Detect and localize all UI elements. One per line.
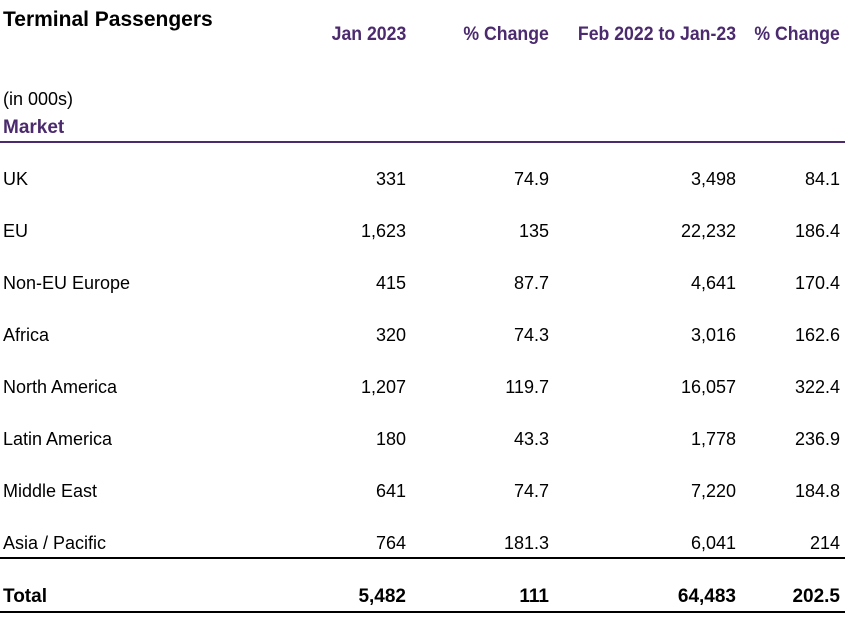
cell-feb-jan: 4,641 (690, 273, 736, 293)
header-divider (0, 141, 845, 143)
table-row: EU 1,623 135 22,232 186.4 (0, 221, 847, 245)
cell-feb-jan: 3,498 (690, 169, 736, 189)
total-feb-jan: 64,483 (677, 586, 736, 607)
table-title: Terminal Passengers (3, 8, 213, 31)
table-row: Latin America 180 43.3 1,778 236.9 (0, 429, 847, 453)
total-change1: 111 (519, 586, 549, 607)
column-header-market: Market (3, 117, 65, 138)
cell-jan2023: 641 (375, 481, 406, 501)
column-header-change-2: % Change (754, 24, 840, 45)
cell-jan2023: 331 (375, 169, 406, 189)
cell-change1: 74.9 (513, 169, 549, 189)
cell-jan2023: 1,207 (360, 377, 406, 397)
column-header-change-1: % Change (463, 24, 549, 45)
cell-feb-jan: 6,041 (690, 533, 736, 553)
cell-market: North America (3, 377, 118, 397)
total-change2: 202.5 (792, 586, 840, 607)
cell-change2: 84.1 (804, 169, 840, 189)
cell-change1: 43.3 (513, 429, 549, 449)
cell-change2: 322.4 (794, 377, 840, 397)
cell-change1: 135 (518, 221, 549, 241)
cell-feb-jan: 22,232 (680, 221, 736, 241)
cell-jan2023: 764 (375, 533, 406, 553)
total-row: Total 5,482 111 64,483 202.5 (0, 586, 847, 610)
cell-market: Africa (3, 325, 50, 345)
table-row: North America 1,207 119.7 16,057 322.4 (0, 377, 847, 401)
units-note: (in 000s) (3, 89, 74, 109)
table-row: UK 331 74.9 3,498 84.1 (0, 169, 847, 193)
total-top-divider (0, 557, 845, 559)
table-row: Africa 320 74.3 3,016 162.6 (0, 325, 847, 349)
cell-market: Asia / Pacific (3, 533, 107, 553)
cell-market: Middle East (3, 481, 98, 501)
cell-jan2023: 415 (375, 273, 406, 293)
cell-jan2023: 320 (375, 325, 406, 345)
cell-change2: 162.6 (794, 325, 840, 345)
cell-feb-jan: 16,057 (680, 377, 736, 397)
table-row: Middle East 641 74.7 7,220 184.8 (0, 481, 847, 505)
cell-change2: 186.4 (794, 221, 840, 241)
cell-market: EU (3, 221, 29, 241)
column-header-jan-2023: Jan 2023 (331, 24, 406, 45)
total-bottom-divider (0, 611, 845, 613)
cell-market: UK (3, 169, 29, 189)
cell-change1: 119.7 (505, 377, 549, 397)
cell-change2: 170.4 (794, 273, 840, 293)
cell-market: Latin America (3, 429, 113, 449)
cell-feb-jan: 3,016 (690, 325, 736, 345)
cell-change2: 184.8 (794, 481, 840, 501)
cell-feb-jan: 7,220 (690, 481, 736, 501)
cell-change2: 236.9 (794, 429, 840, 449)
cell-change1: 74.3 (513, 325, 549, 345)
table-row: Non-EU Europe 415 87.7 4,641 170.4 (0, 273, 847, 297)
cell-market: Non-EU Europe (3, 273, 131, 293)
cell-change1: 74.7 (513, 481, 549, 501)
total-label: Total (3, 586, 47, 607)
cell-change2: 214 (809, 533, 840, 553)
column-header-feb-jan: Feb 2022 to Jan-23 (577, 24, 736, 45)
cell-change1: 181.3 (503, 533, 549, 553)
cell-jan2023: 180 (375, 429, 406, 449)
total-jan2023: 5,482 (358, 586, 406, 607)
table-row: Asia / Pacific 764 181.3 6,041 214 (0, 533, 847, 557)
cell-change1: 87.7 (513, 273, 549, 293)
cell-feb-jan: 1,778 (690, 429, 736, 449)
cell-jan2023: 1,623 (360, 221, 406, 241)
